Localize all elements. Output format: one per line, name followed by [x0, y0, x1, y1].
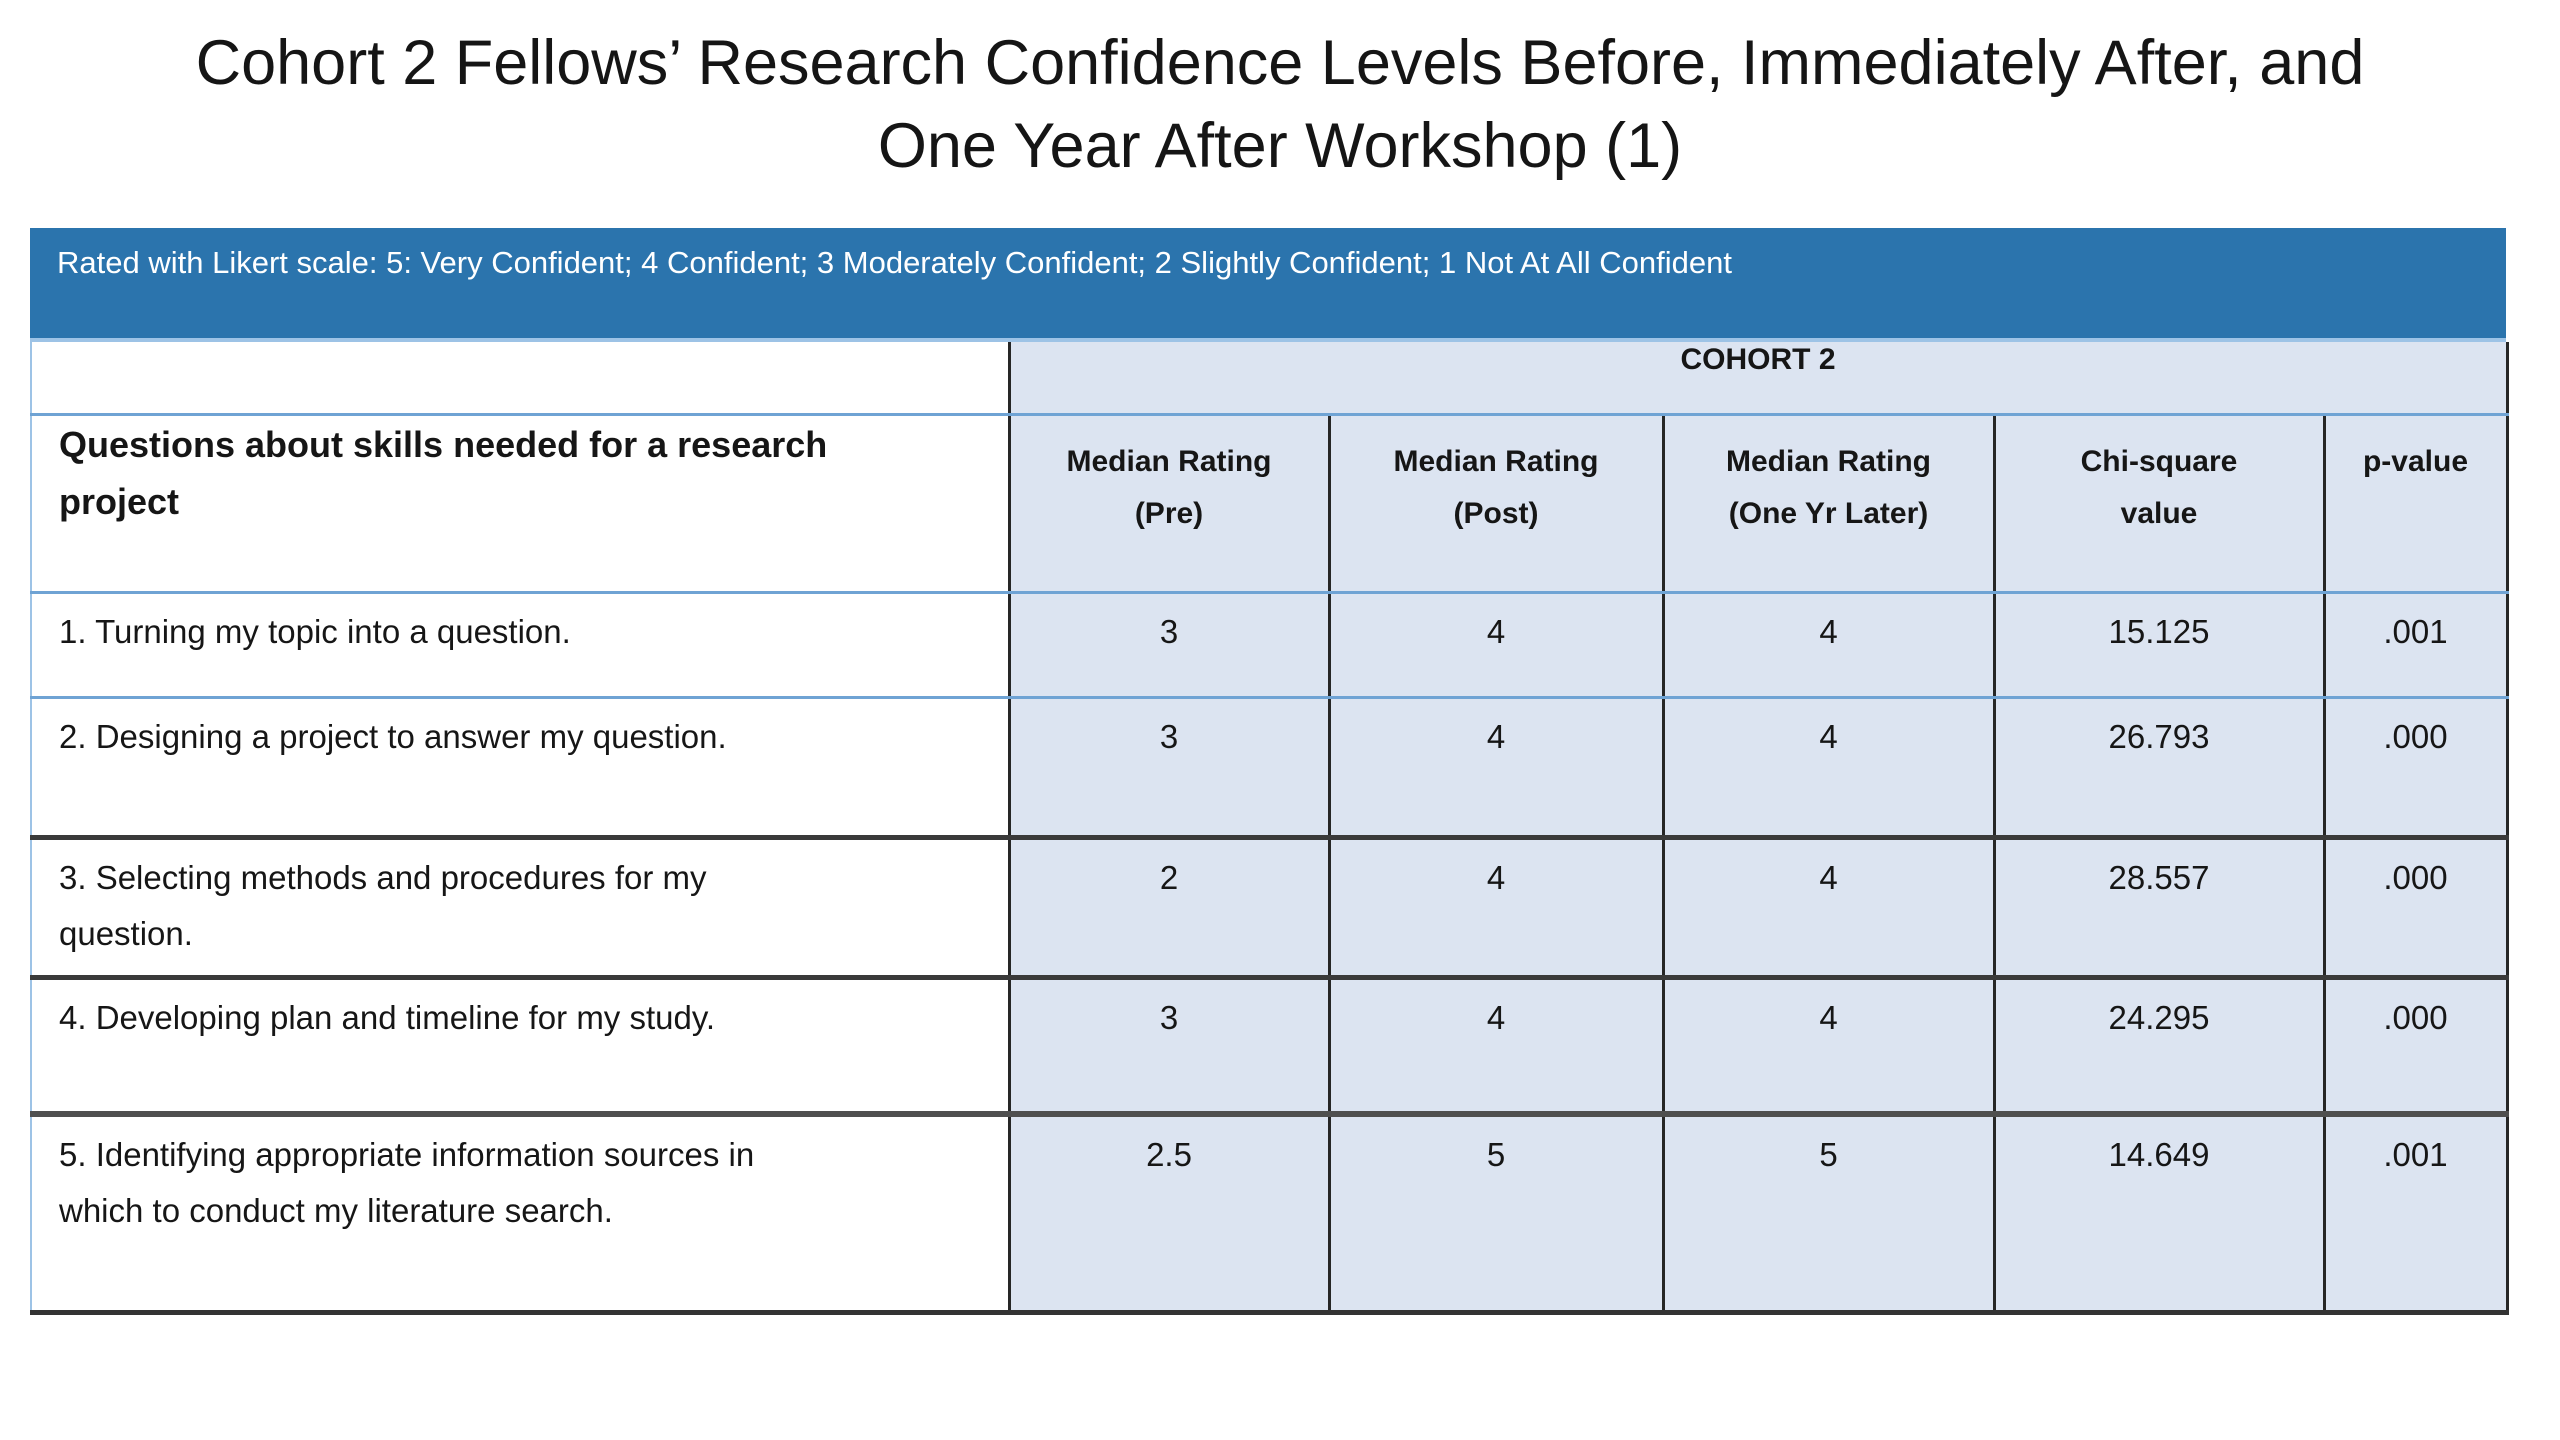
questions-column-header: Questions about skills needed for a rese… — [31, 414, 1009, 594]
median-post-column-header: Median Rating (Post) — [1327, 414, 1663, 594]
median-post-header-line-2: (Post) — [1453, 497, 1539, 530]
question-cell: 2. Designing a project to answer my ques… — [31, 697, 1009, 840]
median-post-header-line-1: Median Rating — [1393, 444, 1599, 478]
chi-square-cell: 26.793 — [1992, 697, 2324, 840]
slide-title-line-2: One Year After Workshop (1) — [877, 111, 1683, 182]
p-value-header-line-1: p-value — [2362, 444, 2469, 478]
median-one-yr-header-line-1: Median Rating — [1725, 444, 1931, 478]
median-pre-cell: 2 — [1007, 837, 1329, 980]
p-value-cell: .000 — [2322, 697, 2508, 840]
p-value-cell: .001 — [2322, 1114, 2508, 1315]
median-post-cell: 4 — [1327, 697, 1663, 840]
chi-square-column-header: Chi-square value — [1992, 414, 2324, 594]
median-one-yr-column-header: Median Rating (One Yr Later) — [1661, 414, 1994, 594]
median-one-yr-cell: 5 — [1661, 1114, 1994, 1315]
question-cell: 1. Turning my topic into a question. — [31, 592, 1009, 699]
likert-scale-text: Rated with Likert scale: 5: Very Confide… — [57, 245, 1732, 280]
confidence-levels-table: COHORT 2 Questions about skills needed f… — [30, 342, 2509, 1315]
median-one-yr-cell: 4 — [1661, 592, 1994, 699]
p-value-column-header: p-value — [2322, 414, 2508, 594]
table-row-4: 4. Developing plan and timeline for my s… — [31, 977, 2508, 1117]
median-pre-cell: 3 — [1007, 592, 1329, 699]
p-value-cell: .000 — [2322, 837, 2508, 980]
cohort-header-row: COHORT 2 — [31, 342, 2508, 416]
chi-square-cell: 14.649 — [1992, 1114, 2324, 1315]
median-one-yr-cell: 4 — [1661, 977, 1994, 1117]
table-row-5: 5. Identifying appropriate information s… — [31, 1114, 2508, 1315]
median-pre-column-header: Median Rating (Pre) — [1007, 414, 1329, 594]
slide-title-line-1: Cohort 2 Fellows’ Research Confidence Le… — [195, 28, 2365, 98]
table-row-2: 2. Designing a project to answer my ques… — [31, 697, 2508, 840]
table-row-1: 1. Turning my topic into a question. 3 4… — [31, 592, 2508, 699]
median-pre-cell: 3 — [1007, 977, 1329, 1117]
median-pre-header-line-1: Median Rating — [1066, 444, 1272, 478]
column-header-row: Questions about skills needed for a rese… — [31, 414, 2508, 594]
chi-square-cell: 15.125 — [1992, 592, 2324, 699]
median-post-cell: 4 — [1327, 592, 1663, 699]
median-pre-header-line-2: (Pre) — [1134, 497, 1204, 530]
median-post-cell: 5 — [1327, 1114, 1663, 1315]
chi-square-cell: 24.295 — [1992, 977, 2324, 1117]
chi-square-header-line-1: Chi-square — [2080, 444, 2238, 478]
median-one-yr-cell: 4 — [1661, 697, 1994, 840]
median-one-yr-header-line-2: (One Yr Later) — [1728, 497, 1929, 530]
median-post-cell: 4 — [1327, 837, 1663, 980]
question-cell: 5. Identifying appropriate information s… — [31, 1114, 1009, 1315]
cohort-group-header: COHORT 2 — [1007, 342, 2508, 416]
chi-square-cell: 28.557 — [1992, 837, 2324, 980]
slide-title: Cohort 2 Fellows’ Research Confidence Le… — [0, 22, 2560, 188]
median-post-cell: 4 — [1327, 977, 1663, 1117]
question-cell: 4. Developing plan and timeline for my s… — [31, 977, 1009, 1117]
median-one-yr-cell: 4 — [1661, 837, 1994, 980]
p-value-cell: .000 — [2322, 977, 2508, 1117]
median-pre-cell: 2.5 — [1007, 1114, 1329, 1315]
chi-square-header-line-2: value — [2120, 497, 2198, 530]
p-value-cell: .001 — [2322, 592, 2508, 699]
likert-scale-banner: Rated with Likert scale: 5: Very Confide… — [30, 228, 2506, 342]
median-pre-cell: 3 — [1007, 697, 1329, 840]
empty-corner-cell — [31, 342, 1009, 416]
table-row-3: 3. Selecting methods and procedures for … — [31, 837, 2508, 980]
question-cell: 3. Selecting methods and procedures for … — [31, 837, 1009, 980]
